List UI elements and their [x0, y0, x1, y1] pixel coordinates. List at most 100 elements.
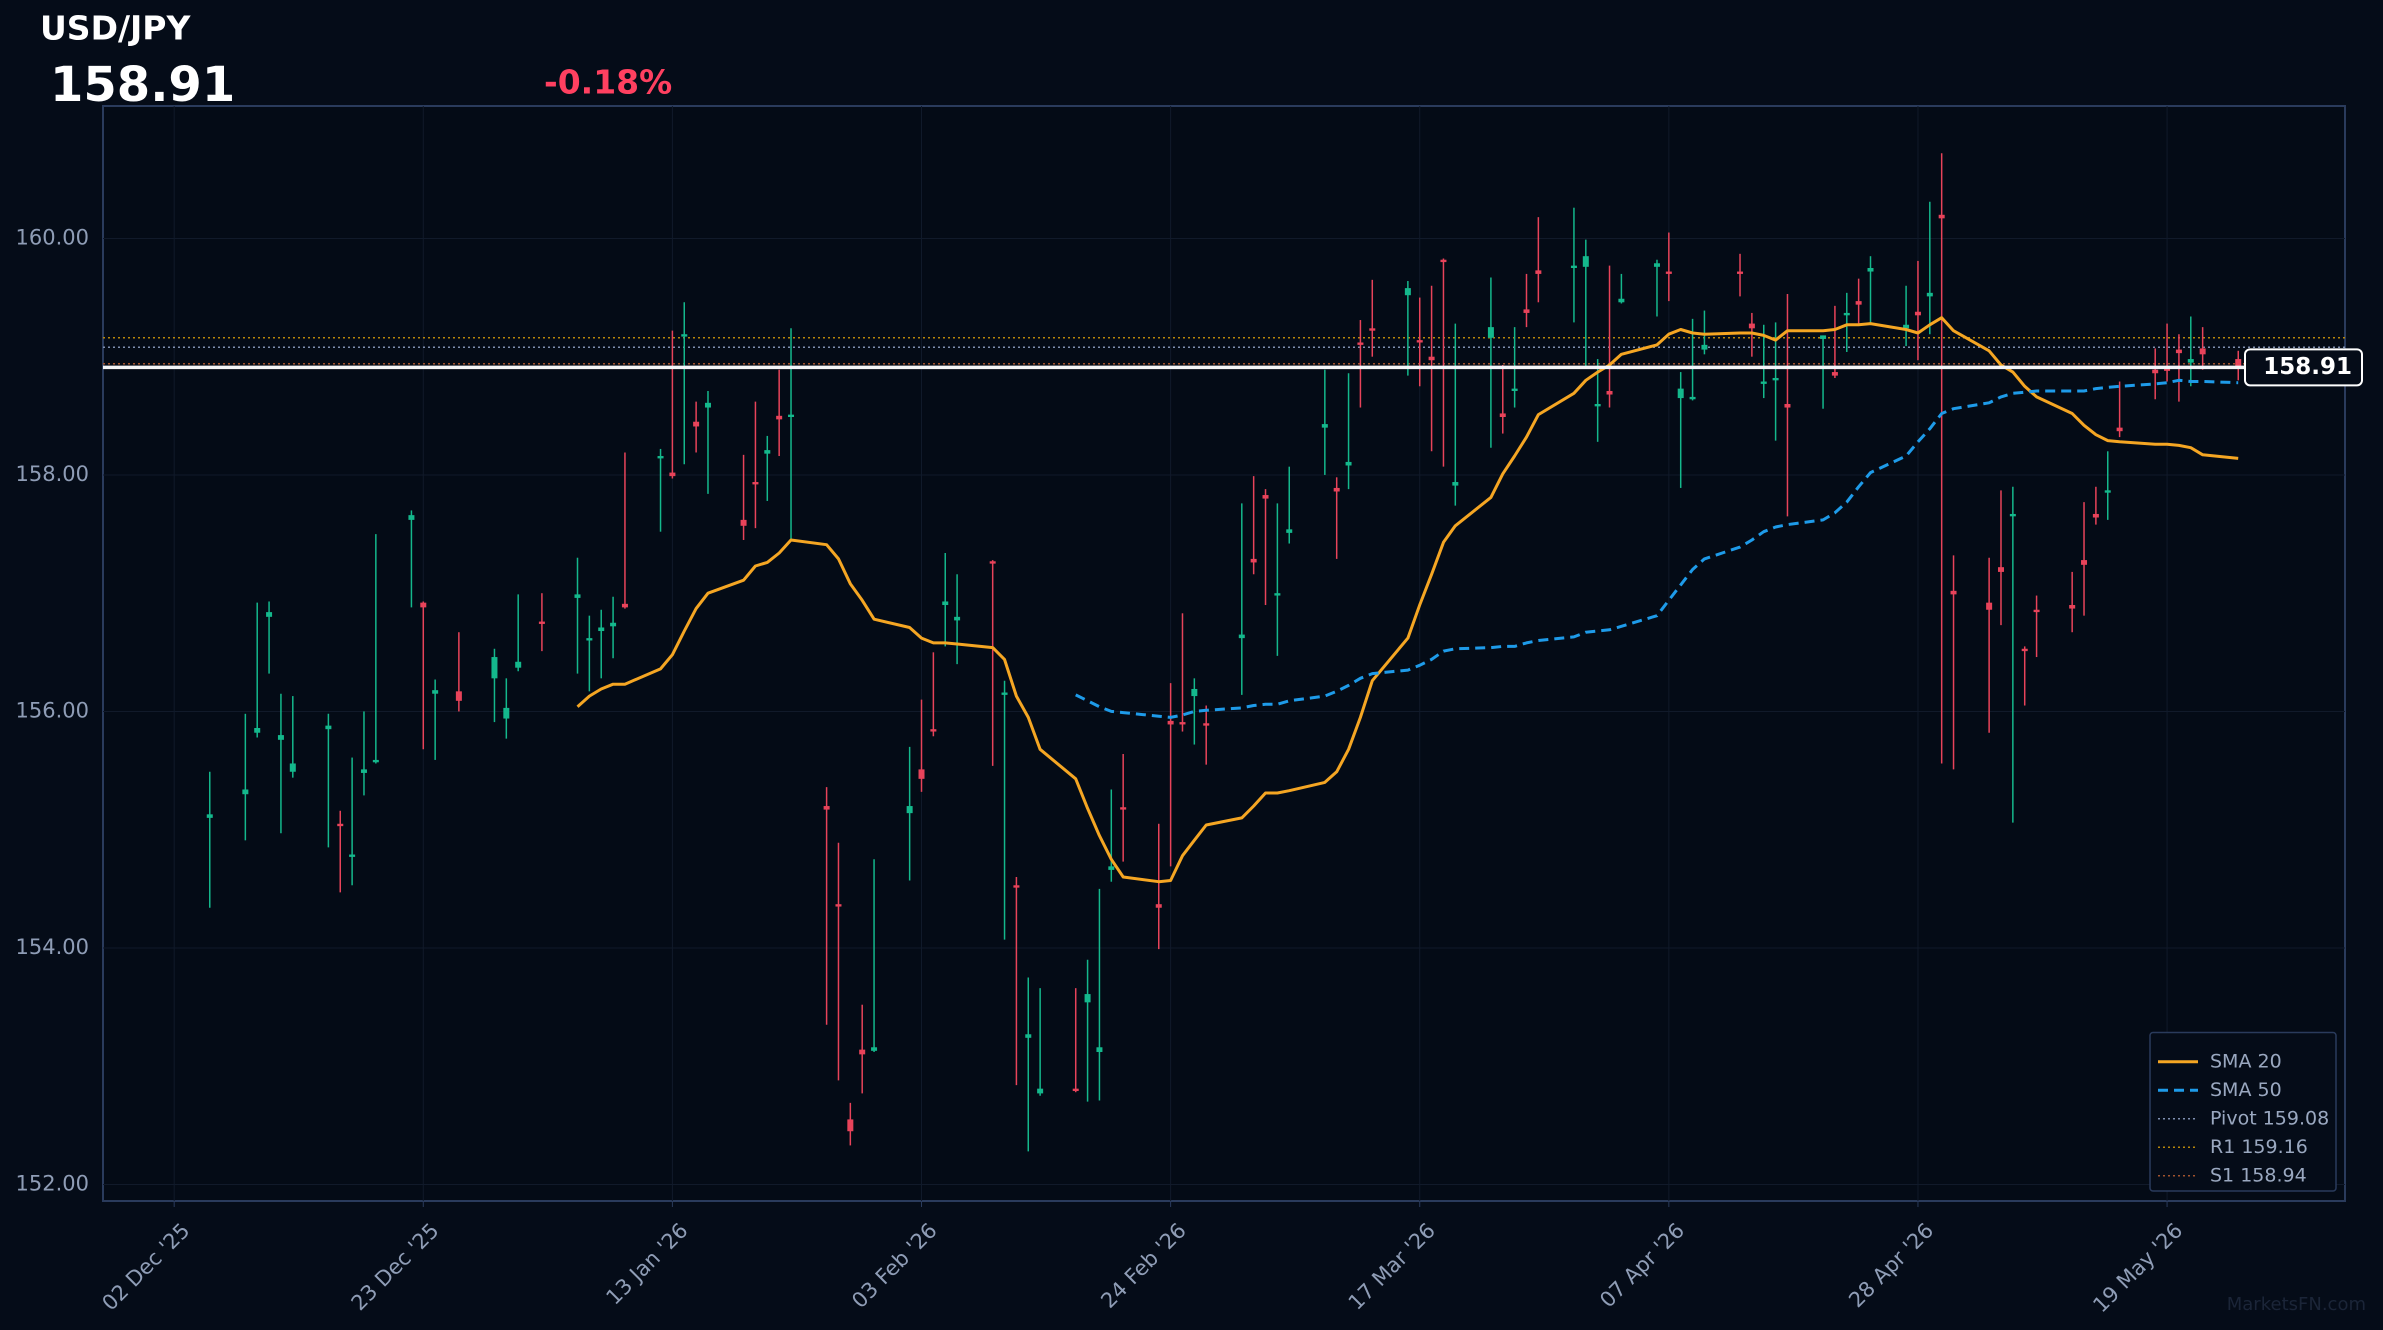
candle-body	[764, 450, 771, 454]
candle-body	[1618, 298, 1625, 303]
candle-body	[420, 602, 427, 608]
candle-body	[2116, 427, 2123, 432]
candle-body	[1096, 1047, 1103, 1053]
candle-body	[1357, 342, 1364, 345]
candle-body	[242, 789, 249, 795]
candle-body	[491, 657, 498, 679]
candle-body	[1737, 271, 1744, 274]
candle-body	[1867, 268, 1874, 272]
candle-body	[1404, 288, 1411, 296]
y-tick-label: 152.00	[16, 1171, 89, 1195]
price-change: -0.18%	[544, 63, 672, 102]
y-tick-label: 158.00	[16, 462, 89, 486]
candle-body	[2235, 359, 2242, 368]
candle-body	[693, 421, 700, 427]
candle-body	[372, 759, 379, 763]
candle-body	[918, 769, 925, 779]
candle-body	[1274, 593, 1281, 596]
candle-body	[1582, 256, 1589, 267]
chart-title: USD/JPY	[40, 9, 191, 48]
candle-body	[1487, 327, 1494, 338]
candle-body	[1286, 529, 1293, 533]
candle-body	[942, 601, 949, 606]
candle-body	[1594, 403, 1601, 407]
candle-body	[1001, 692, 1008, 695]
candle-body	[2021, 648, 2028, 652]
candle-body	[1606, 390, 1613, 395]
candle-body	[1452, 482, 1459, 486]
candle-body	[1760, 381, 1767, 384]
candle-body	[847, 1119, 854, 1132]
legend-box	[2149, 1031, 2337, 1192]
candle-body	[823, 806, 830, 810]
candle-body	[2009, 513, 2016, 517]
candle-body	[1499, 413, 1506, 417]
candle-body	[2175, 349, 2182, 354]
candle-body	[1784, 403, 1791, 408]
candle-body	[1428, 356, 1435, 361]
candle-body	[1511, 388, 1518, 391]
y-tick-label: 154.00	[16, 935, 89, 959]
candle-body	[657, 456, 664, 459]
candle-body	[2152, 369, 2159, 374]
last-price: 158.91	[50, 57, 235, 113]
candle-body	[1179, 722, 1186, 725]
candle-body	[752, 482, 759, 485]
candle-body	[325, 725, 332, 730]
candle-body	[277, 735, 284, 740]
candle-body	[871, 1047, 878, 1051]
candle-body	[1238, 634, 1245, 639]
candle-body	[1072, 1088, 1079, 1092]
candle-body	[1950, 590, 1957, 595]
candle-body	[1665, 271, 1672, 274]
candle-body	[1108, 866, 1115, 870]
candle-body	[1369, 328, 1376, 331]
candle-body	[681, 334, 688, 337]
candle-body	[1321, 424, 1328, 428]
candle-body	[1986, 602, 1993, 610]
candle-body	[669, 472, 676, 477]
watermark: MarketsFN.com	[2227, 1294, 2366, 1315]
candle-body	[349, 854, 356, 857]
candle-body	[2092, 513, 2099, 518]
candle-body	[1843, 312, 1850, 316]
candle-body	[1653, 263, 1660, 267]
sma-line	[576, 316, 2239, 884]
candle-body	[1938, 214, 1945, 219]
candle-body	[930, 729, 937, 732]
candle-body	[206, 814, 213, 818]
candle-body	[1903, 324, 1910, 329]
candle-body	[408, 515, 415, 520]
candle-body	[1262, 495, 1269, 499]
candle-body	[1820, 335, 1827, 339]
candle-body	[1570, 265, 1577, 269]
candle-body	[266, 612, 273, 617]
sma-line	[1075, 378, 2239, 719]
candle-body	[1440, 259, 1447, 263]
candle-body	[1926, 292, 1933, 297]
candle-body	[1203, 723, 1210, 726]
candle-body	[1120, 807, 1127, 810]
candle-body	[1084, 994, 1091, 1003]
candle-body	[1997, 567, 2004, 572]
candle-body	[1748, 323, 1755, 329]
candle-body	[1914, 311, 1921, 316]
candle-body	[432, 690, 439, 694]
candle-body	[776, 415, 783, 420]
candle-body	[515, 661, 522, 668]
y-tick-label: 156.00	[16, 698, 89, 722]
legend-label: SMA 50	[2210, 1079, 2282, 1101]
candle-body	[1855, 301, 1862, 305]
candle-body	[2199, 348, 2206, 355]
legend-label: SMA 20	[2210, 1050, 2282, 1072]
candle-body	[1831, 372, 1838, 376]
last-price-label: 158.91	[2263, 354, 2352, 380]
candle-body	[2187, 359, 2194, 363]
candle-body	[503, 707, 510, 719]
candle-body	[586, 638, 593, 641]
candle-body	[1013, 885, 1020, 888]
candle-body	[574, 594, 581, 598]
candle-body	[1037, 1088, 1044, 1094]
candle-body	[1345, 461, 1352, 466]
last-price-box	[2244, 348, 2363, 387]
